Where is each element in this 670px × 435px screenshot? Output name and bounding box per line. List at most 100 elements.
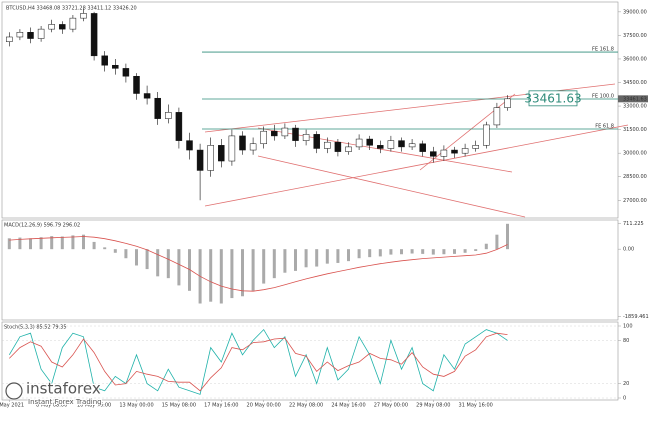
y-tick-label: 711.225 <box>623 221 644 227</box>
candle-body <box>334 141 342 152</box>
macd-bar <box>103 247 107 250</box>
stoch-title: Stoch(5,3,3) 85.52 79.35 <box>4 325 67 331</box>
candle-body <box>228 135 236 162</box>
macd-bar <box>166 249 170 279</box>
candle-body <box>48 24 55 30</box>
x-tick-label: 20 May 00:00 <box>247 403 281 409</box>
main-panel <box>1 1 619 219</box>
candle-body <box>504 98 511 108</box>
macd-bar <box>378 249 382 257</box>
y-tick-label: 31500.00 <box>623 127 647 133</box>
y-tick-label: 100 <box>623 324 633 330</box>
x-tick-label: 29 May 08:00 <box>416 403 450 409</box>
candle-body <box>133 75 140 94</box>
macd-bar <box>92 241 96 250</box>
macd-bar <box>82 234 85 250</box>
candle-body <box>419 143 426 152</box>
y-tick-label: 33000.00 <box>623 104 647 110</box>
macd-bar <box>421 249 425 254</box>
macd-bar <box>474 249 478 251</box>
trend-line <box>257 127 513 173</box>
price-marker-label: 33461.63 <box>623 96 647 102</box>
y-tick-label: -1859.461 <box>623 314 649 320</box>
macd-bar <box>506 223 509 250</box>
candle-body <box>101 55 108 66</box>
candle-body <box>366 138 373 146</box>
macd-bar <box>188 249 191 291</box>
x-tick-label: 22 May 08:00 <box>289 403 323 409</box>
candle-body <box>249 143 257 151</box>
y-tick-label: 0.00 <box>623 247 634 253</box>
macd-bar <box>463 249 467 253</box>
macd-bar <box>124 249 128 259</box>
x-tick-label: 8 May 08:00 <box>36 403 67 409</box>
macd-bar <box>283 249 287 273</box>
candle-body <box>483 124 490 146</box>
trend-line <box>257 155 526 218</box>
candle-body <box>154 97 161 119</box>
trend-lines <box>204 83 629 218</box>
candle-body <box>345 146 352 152</box>
x-tick-label: 10 May 16:00 <box>77 403 111 409</box>
candle-body <box>37 28 45 39</box>
macd-bar <box>113 249 117 253</box>
macd-bar <box>272 249 276 279</box>
y-tick-label: 36000.00 <box>623 56 647 62</box>
candle-body <box>27 32 34 39</box>
candle-body <box>377 145 384 149</box>
fib-label: FE 161.8 <box>592 47 614 53</box>
macd-bar <box>410 249 414 254</box>
macd-bar <box>135 249 138 266</box>
candle-body <box>112 64 119 69</box>
candle-body <box>122 68 130 77</box>
price-label-box <box>528 90 578 107</box>
candle-body <box>207 145 214 171</box>
candle-body <box>271 130 278 137</box>
brand-name: instaforex <box>26 380 101 398</box>
stoch-d-line <box>9 332 508 392</box>
macd-panel <box>1 219 619 321</box>
candle-body <box>355 138 363 148</box>
brand-tagline: Instant Forex Trading <box>28 398 102 406</box>
x-tick-label: 17 May 16:00 <box>204 403 238 409</box>
macd-signal-line <box>9 236 508 292</box>
candle-body <box>493 107 501 126</box>
y-tick-label: 28500.00 <box>623 174 647 180</box>
x-tick-label: 13 May 00:00 <box>119 403 153 409</box>
logo: instaforex Instant Forex Trading <box>4 378 103 407</box>
macd-bar <box>495 234 499 250</box>
macd-bar <box>209 249 213 302</box>
logo-icon <box>5 382 23 400</box>
macd-bar <box>357 249 361 259</box>
candle-body <box>186 140 193 151</box>
macd-bar <box>304 249 308 268</box>
candle-body <box>408 143 416 148</box>
candle-body <box>90 13 98 57</box>
candle-body <box>387 140 395 149</box>
macd-title: MACD(12,26,9) 596.79 296.02 <box>4 223 80 229</box>
y-tick-label: 30000.00 <box>623 151 647 157</box>
candle-body <box>69 17 77 30</box>
macd-bar <box>251 249 255 291</box>
candle-body <box>143 93 151 99</box>
candle-body <box>472 145 479 149</box>
candle-body <box>324 141 331 149</box>
candle-body <box>281 127 289 137</box>
macd-bar <box>71 235 75 250</box>
trend-line <box>419 93 516 171</box>
macd-bar <box>145 249 149 270</box>
y-tick-label: 34500.00 <box>623 80 647 86</box>
stoch-panel <box>1 321 619 401</box>
macd-bar <box>18 237 22 250</box>
trend-line <box>204 124 629 207</box>
candle-body <box>59 24 66 30</box>
candle-body <box>313 134 320 149</box>
y-tick-label: 0 <box>623 396 626 402</box>
macd-bar <box>368 249 372 258</box>
candle-body <box>196 149 204 171</box>
fib-label: FE 61.8 <box>595 124 614 130</box>
candle-body <box>80 13 87 19</box>
y-tick-label: 20 <box>623 381 629 387</box>
x-tick-label: 15 May 08:00 <box>162 403 196 409</box>
